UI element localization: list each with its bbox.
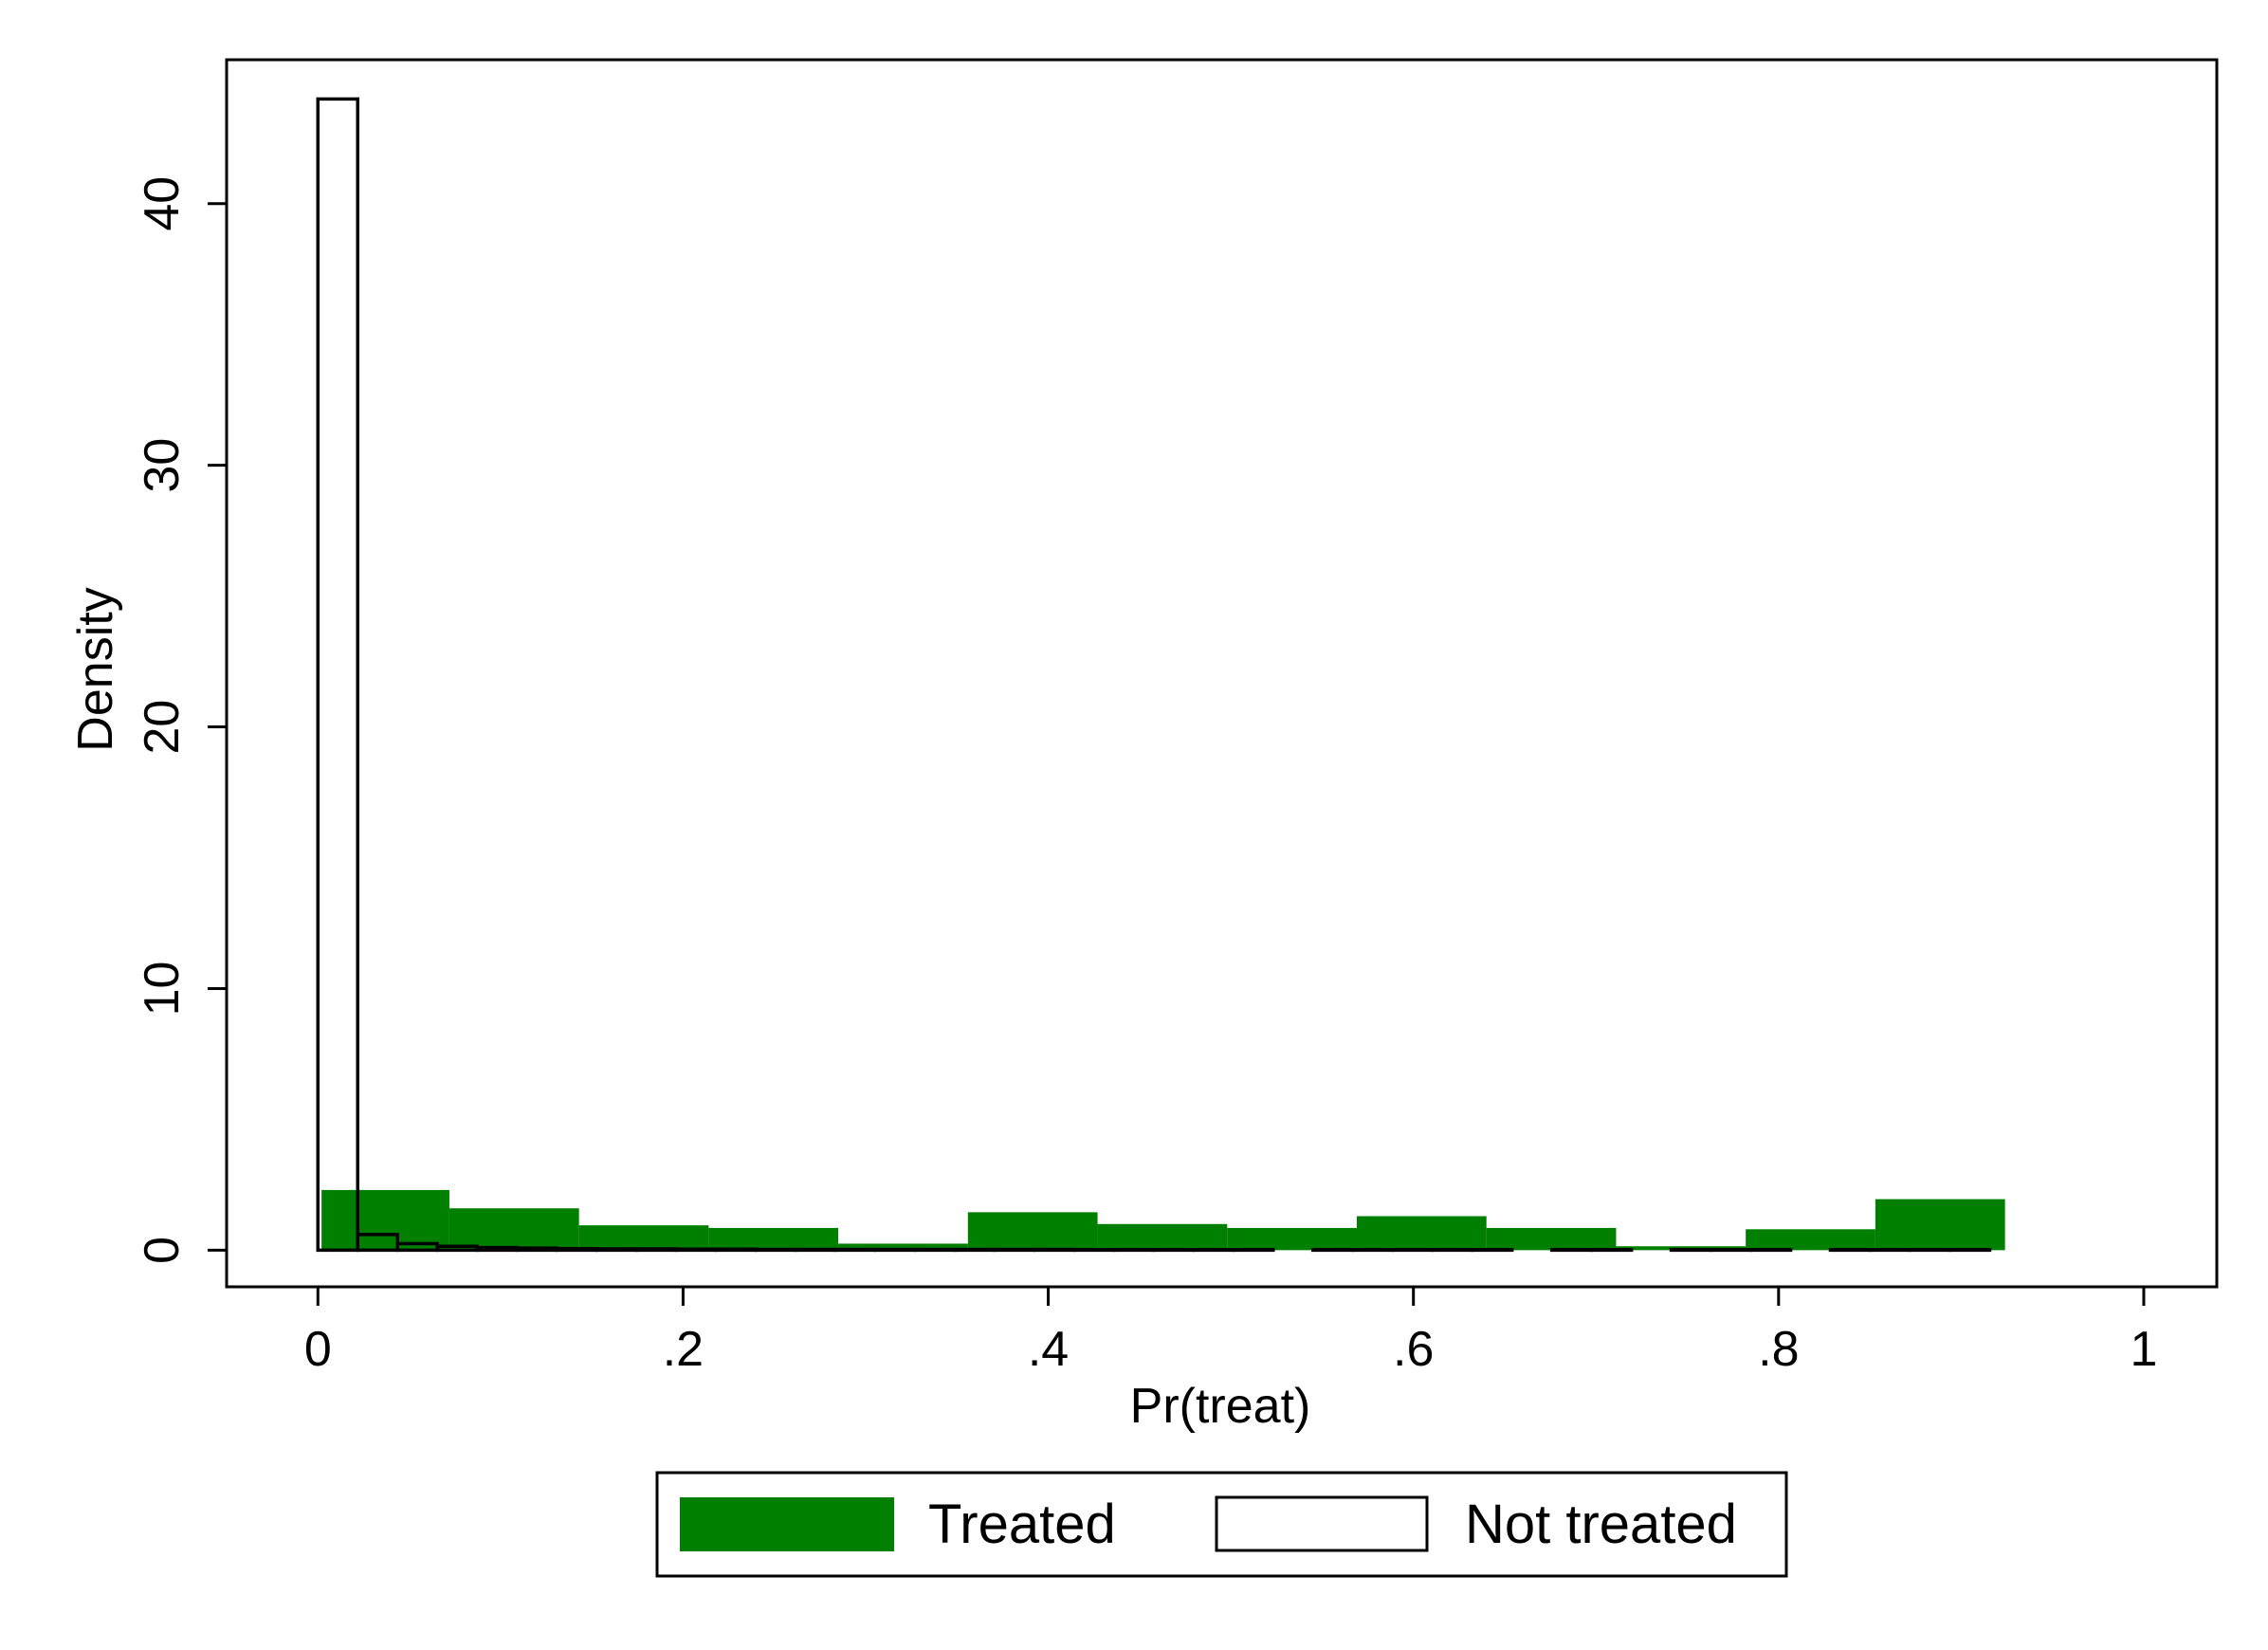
not-treated-bar (594, 1247, 638, 1253)
not-treated-bar (515, 1246, 558, 1253)
not-treated-bar (1152, 1248, 1196, 1253)
treated-bars (321, 1189, 2005, 1251)
not-treated-bar (1470, 1248, 1514, 1253)
treated-bar (578, 1225, 709, 1251)
legend-treated-swatch (680, 1497, 894, 1551)
y-tick-label: 30 (135, 438, 190, 493)
not-treated-bar (1589, 1248, 1634, 1253)
y-tick-label: 40 (135, 176, 190, 231)
not-treated-bar (1868, 1248, 1912, 1253)
treated-bar (967, 1212, 1098, 1251)
treated-bar (321, 1189, 449, 1251)
x-tick-label: .4 (1028, 1322, 1069, 1377)
not-treated-bar (1390, 1248, 1435, 1253)
legend-not-treated-label: Not treated (1465, 1494, 1737, 1555)
not-treated-bar (1430, 1248, 1474, 1253)
not-treated-bar (674, 1247, 718, 1253)
x-tick-label: 0 (304, 1322, 332, 1377)
not-treated-bar (754, 1247, 797, 1253)
not-treated-bar (1948, 1248, 1992, 1253)
not-treated-bar (1828, 1248, 1873, 1253)
not-treated-bar (1072, 1248, 1116, 1253)
not-treated-bar (1192, 1248, 1235, 1253)
not-treated-bar (1112, 1248, 1156, 1253)
x-tick-label: .2 (663, 1322, 704, 1377)
x-axis: 0 .2 .4 .6 .8 1 (304, 1287, 2158, 1377)
untreated-bars (316, 97, 1992, 1253)
x-axis-title: Pr(treat) (1130, 1379, 1311, 1434)
not-treated-bar (1748, 1248, 1793, 1253)
not-treated-bar (873, 1247, 917, 1253)
not-treated-bar (1709, 1248, 1753, 1253)
y-axis-title: Density (68, 587, 123, 751)
x-tick-label: .6 (1393, 1322, 1434, 1377)
not-treated-bar (1232, 1248, 1275, 1253)
not-treated-bar (714, 1247, 758, 1253)
treated-bar (1357, 1216, 1487, 1251)
not-treated-bar (1351, 1248, 1395, 1253)
legend-treated-label: Treated (928, 1494, 1116, 1555)
not-treated-bar (794, 1247, 837, 1253)
not-treated-bar (1033, 1247, 1076, 1253)
y-tick-label: 20 (135, 700, 190, 755)
y-axis: 0 10 20 30 40 (135, 176, 227, 1264)
x-tick-label: 1 (2131, 1322, 2158, 1377)
not-treated-bar (913, 1247, 957, 1253)
not-treated-bar (953, 1247, 997, 1253)
treated-bar (1486, 1227, 1617, 1251)
x-tick-label: .8 (1758, 1322, 1799, 1377)
not-treated-bar (993, 1247, 1036, 1253)
not-treated-bar (1669, 1248, 1713, 1253)
legend: Treated Not treated (655, 1471, 1788, 1578)
treated-bar (1097, 1223, 1228, 1251)
not-treated-bar (1908, 1248, 1952, 1253)
not-treated-bar (634, 1247, 678, 1253)
y-tick-label: 10 (135, 962, 190, 1017)
treated-bar (708, 1227, 839, 1251)
y-tick-label: 0 (135, 1237, 190, 1264)
treated-bar (1746, 1229, 1875, 1251)
treated-bar (448, 1208, 579, 1251)
not-treated-bar (1549, 1248, 1594, 1253)
treated-bar (1227, 1227, 1358, 1251)
treated-bar (1875, 1199, 2005, 1251)
not-treated-bar (1311, 1248, 1355, 1253)
not-treated-bar (316, 97, 360, 1253)
not-treated-bar (833, 1247, 877, 1253)
treated-bar (838, 1243, 968, 1251)
legend-not-treated-swatch (1215, 1495, 1429, 1552)
not-treated-bar (475, 1245, 519, 1253)
plot-frame (225, 58, 2219, 1289)
not-treated-bar (555, 1246, 598, 1253)
